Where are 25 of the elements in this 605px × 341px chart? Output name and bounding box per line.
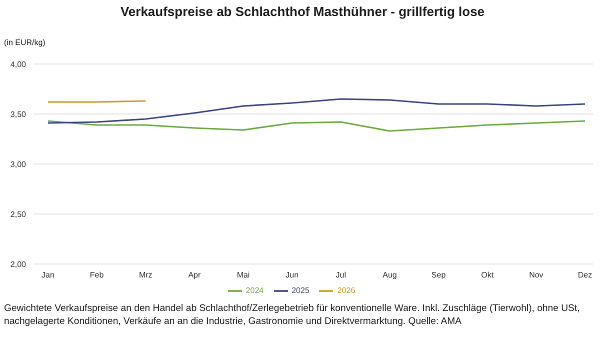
y-axis-title: (in EUR/kg)	[4, 38, 46, 48]
y-tick-label: 2,50	[10, 210, 27, 219]
x-tick-label: Apr	[188, 270, 202, 280]
x-tick-label: Feb	[90, 270, 104, 280]
x-tick-label: Okt	[481, 270, 494, 280]
line-series	[47, 120, 586, 132]
y-tick-label: 3,50	[10, 110, 27, 119]
x-tick-label: Jan	[42, 270, 54, 280]
x-tick-label: Jun	[286, 270, 299, 280]
y-tick-label: 3,00	[10, 160, 27, 169]
x-tick-label: Jul	[336, 270, 346, 280]
x-tick-label: Mai	[236, 270, 250, 280]
x-tick-label: Mrz	[138, 270, 152, 280]
chart-title: Verkaufspreise ab Schlachthof Masthühner - grillfertig lose	[119, 3, 486, 21]
legend-label: 2025	[292, 286, 310, 296]
x-tick-label: Dez	[578, 270, 592, 280]
y-tick-label: 4,00	[10, 60, 27, 69]
line-series	[47, 98, 586, 124]
legend-label: 2024	[246, 286, 264, 296]
legend-label: 2026	[337, 286, 356, 296]
x-tick-label: Sep	[431, 270, 446, 280]
x-tick-label: Nov	[529, 270, 544, 280]
y-tick-label: 2,00	[10, 260, 27, 269]
text: Gewichtete Verkaufspreise an den Handel ab Schlachthof/Zerlegebetrieb für konventionelle Ware. Inkl. Zuschläge (Tierwohl), ohne USt, nachgelagerte Konditionen, Verkäufe an an die Industrie, Gastronomie und Direktvermarktung. Quelle: AMA	[4, 302, 581, 328]
x-tick-label: Aug	[382, 270, 397, 280]
